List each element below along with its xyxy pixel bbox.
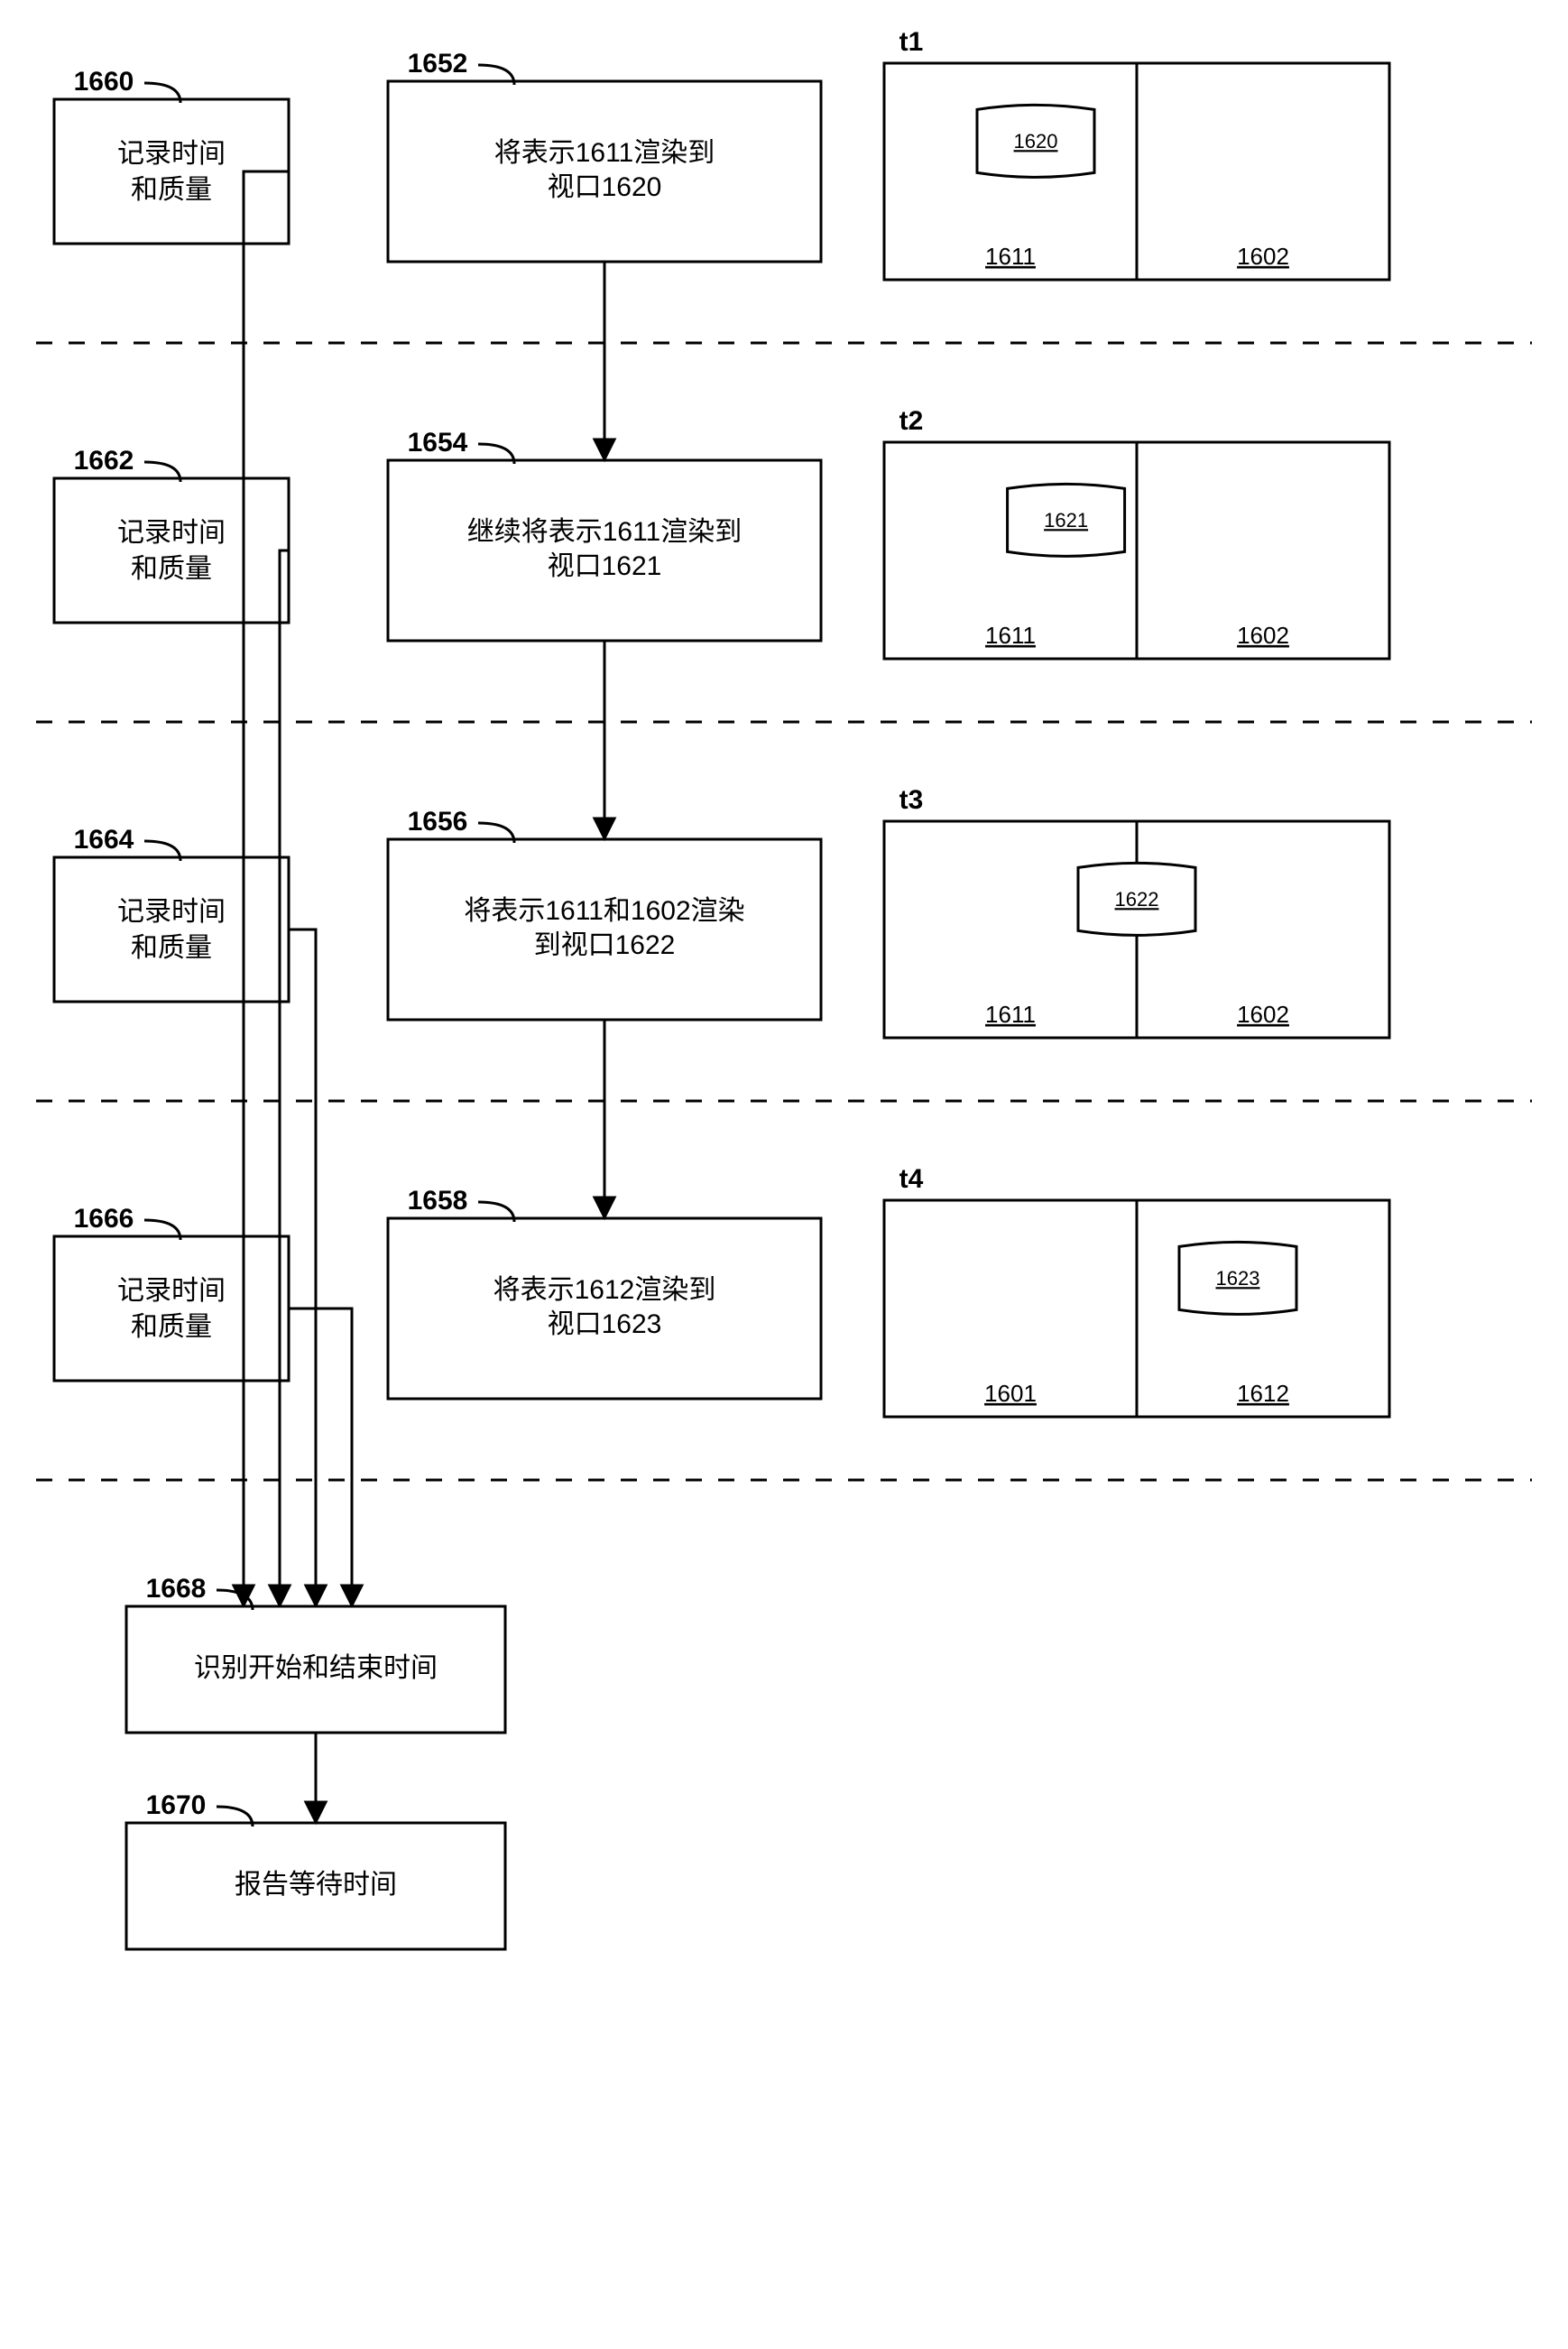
converge-arrow bbox=[289, 1309, 352, 1606]
svg-text:1662: 1662 bbox=[74, 446, 134, 476]
svg-text:1621: 1621 bbox=[1044, 509, 1088, 532]
svg-text:t4: t4 bbox=[899, 1164, 924, 1194]
svg-text:1611: 1611 bbox=[985, 243, 1036, 270]
svg-text:将表示1612渲染到: 将表示1612渲染到 bbox=[493, 1275, 716, 1305]
svg-text:识别开始和结束时间: 识别开始和结束时间 bbox=[194, 1653, 438, 1683]
svg-text:1601: 1601 bbox=[984, 1380, 1037, 1407]
svg-text:1660: 1660 bbox=[74, 67, 134, 97]
svg-text:1602: 1602 bbox=[1237, 1001, 1289, 1028]
svg-text:和质量: 和质量 bbox=[131, 175, 212, 205]
svg-text:1654: 1654 bbox=[408, 428, 468, 458]
svg-text:1658: 1658 bbox=[408, 1186, 468, 1216]
svg-text:1611: 1611 bbox=[985, 622, 1036, 649]
record-box: 记录时间和质量 1664 bbox=[54, 825, 289, 1002]
thumbnail: 1611 1602 1622 t3 bbox=[884, 785, 1389, 1038]
svg-text:记录时间: 记录时间 bbox=[117, 897, 226, 927]
converge-arrow bbox=[280, 550, 289, 1606]
converge-arrow bbox=[289, 929, 316, 1606]
svg-text:视口1620: 视口1620 bbox=[548, 172, 662, 202]
thumbnail: 1611 1602 1621 t2 bbox=[884, 406, 1389, 659]
svg-text:1652: 1652 bbox=[408, 49, 468, 79]
svg-text:1623: 1623 bbox=[1216, 1267, 1260, 1290]
svg-text:1602: 1602 bbox=[1237, 622, 1289, 649]
svg-text:和质量: 和质量 bbox=[131, 554, 212, 584]
svg-text:1620: 1620 bbox=[1014, 130, 1058, 153]
svg-text:记录时间: 记录时间 bbox=[117, 518, 226, 548]
svg-text:和质量: 和质量 bbox=[131, 1312, 212, 1342]
step-box: 将表示1611渲染到视口1620 1652 bbox=[388, 49, 821, 262]
record-box: 记录时间和质量 1662 bbox=[54, 446, 289, 623]
svg-text:将表示1611渲染到: 将表示1611渲染到 bbox=[494, 138, 715, 168]
svg-text:t2: t2 bbox=[899, 406, 924, 436]
thumbnail: 1611 1602 1620 t1 bbox=[884, 27, 1389, 280]
record-box: 记录时间和质量 1666 bbox=[54, 1204, 289, 1381]
svg-text:记录时间: 记录时间 bbox=[117, 139, 226, 169]
svg-text:继续将表示1611渲染到: 继续将表示1611渲染到 bbox=[467, 517, 742, 547]
svg-text:1611: 1611 bbox=[985, 1001, 1036, 1028]
svg-text:视口1623: 视口1623 bbox=[548, 1309, 662, 1339]
svg-text:1670: 1670 bbox=[146, 1790, 207, 1820]
svg-text:1668: 1668 bbox=[146, 1574, 207, 1604]
svg-text:视口1621: 视口1621 bbox=[548, 551, 662, 581]
svg-text:1666: 1666 bbox=[74, 1204, 134, 1234]
svg-text:t3: t3 bbox=[899, 785, 924, 815]
svg-text:记录时间: 记录时间 bbox=[117, 1276, 226, 1306]
svg-text:1622: 1622 bbox=[1115, 888, 1159, 911]
thumbnail: 1601 1612 1623 t4 bbox=[884, 1164, 1389, 1417]
svg-text:1664: 1664 bbox=[74, 825, 134, 855]
svg-text:报告等待时间: 报告等待时间 bbox=[235, 1870, 397, 1900]
record-box: 记录时间和质量 1660 bbox=[54, 67, 289, 244]
svg-text:1602: 1602 bbox=[1237, 243, 1289, 270]
svg-text:到视口1622: 到视口1622 bbox=[534, 930, 676, 960]
svg-text:1612: 1612 bbox=[1237, 1380, 1289, 1407]
svg-text:1656: 1656 bbox=[408, 807, 468, 837]
svg-text:将表示1611和1602渲染: 将表示1611和1602渲染 bbox=[464, 896, 744, 926]
svg-text:t1: t1 bbox=[899, 27, 924, 57]
svg-text:和质量: 和质量 bbox=[131, 933, 212, 963]
